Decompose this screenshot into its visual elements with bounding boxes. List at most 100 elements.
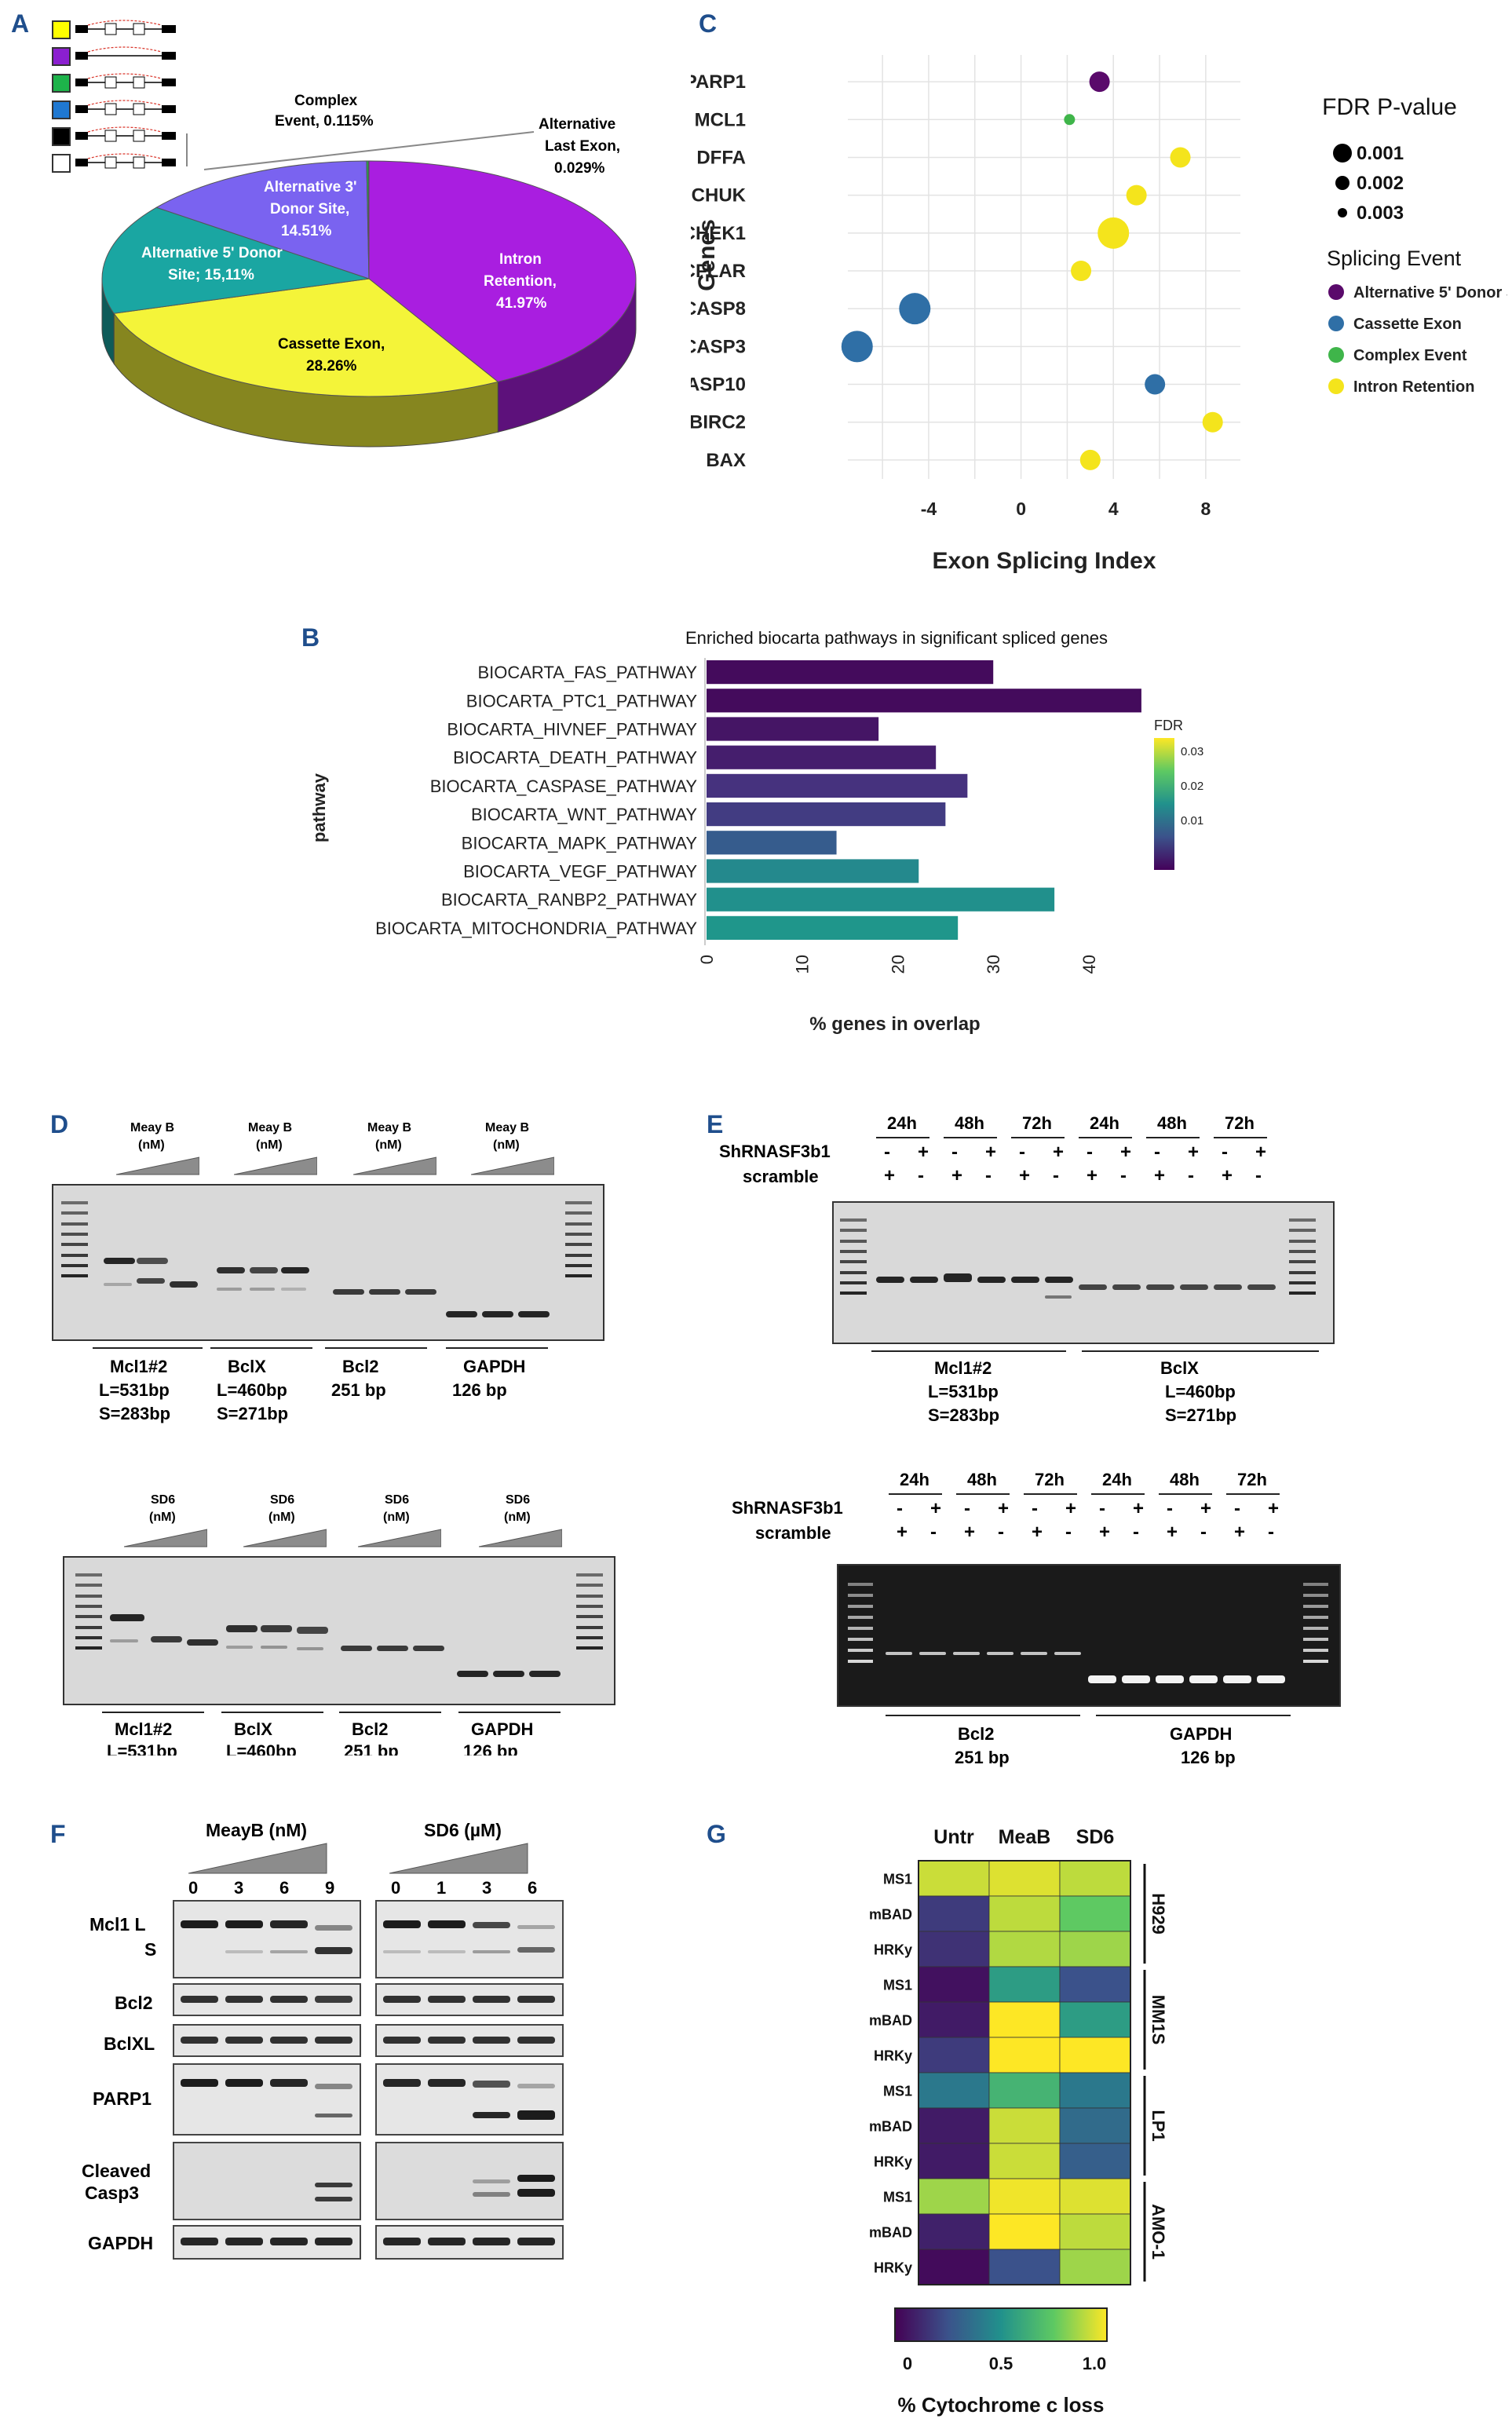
gene-label: CASP3 bbox=[691, 336, 746, 357]
gene-size: L=460bp bbox=[226, 1741, 297, 1756]
blot-strip bbox=[375, 1900, 564, 1978]
scr-sign: - bbox=[930, 1522, 937, 1543]
heatmap-cell bbox=[918, 2178, 990, 2215]
ladder-band bbox=[61, 1211, 88, 1215]
category-label: BIOCARTA_MAPK_PATHWAY bbox=[462, 833, 698, 853]
d-treat-label: Meay B bbox=[367, 1121, 412, 1134]
gel-band bbox=[1088, 1675, 1116, 1683]
gel-band bbox=[1180, 1284, 1208, 1290]
scr-sign: + bbox=[1234, 1522, 1246, 1543]
gene-underline bbox=[886, 1715, 1080, 1716]
gel-band bbox=[315, 2114, 352, 2117]
heatmap-cell bbox=[1059, 2249, 1131, 2285]
scr-sign: - bbox=[1065, 1522, 1072, 1543]
gene-label: CASP8 bbox=[691, 298, 746, 320]
sh-sign: + bbox=[985, 1142, 997, 1163]
ladder-band bbox=[1289, 1270, 1316, 1274]
gel-band bbox=[333, 1289, 364, 1295]
gel-band bbox=[517, 1947, 555, 1953]
ladder-band bbox=[840, 1218, 867, 1222]
group-label: H929 bbox=[1149, 1893, 1168, 1935]
heatmap-cell bbox=[1059, 2178, 1131, 2215]
time-label: 24h bbox=[887, 1113, 917, 1133]
gel-band bbox=[517, 2037, 555, 2044]
y-axis-label: pathway bbox=[309, 773, 329, 842]
time-underline bbox=[1146, 1137, 1200, 1138]
f-sd6-title: SD6 (µM) bbox=[424, 1820, 502, 1840]
gene-underline bbox=[1096, 1715, 1291, 1716]
x-tick-label: 0 bbox=[697, 955, 717, 964]
leader-line bbox=[203, 131, 535, 170]
gel-band bbox=[446, 1311, 477, 1317]
category-label: BIOCARTA_RANBP2_PATHWAY bbox=[441, 890, 697, 910]
x-tick-label: 30 bbox=[984, 955, 1003, 974]
ladder-band bbox=[848, 1583, 873, 1586]
gel-band bbox=[151, 1636, 182, 1642]
blot-strip bbox=[173, 1900, 361, 1978]
sh-sign: + bbox=[1053, 1142, 1065, 1163]
scr-sign: + bbox=[951, 1165, 963, 1186]
gene-underline bbox=[458, 1712, 561, 1713]
gene-label: BIRC2 bbox=[691, 412, 746, 433]
heatmap-cell bbox=[918, 2107, 990, 2144]
exon-diagram-icon bbox=[75, 46, 176, 60]
time-label: 24h bbox=[1090, 1113, 1119, 1133]
legend-swatch bbox=[52, 100, 71, 119]
category-label: BIOCARTA_DEATH_PATHWAY bbox=[453, 748, 697, 768]
x-axis-label: Exon Splicing Index bbox=[932, 548, 1156, 574]
colorbar-title: FDR bbox=[1154, 718, 1183, 733]
heatmap-cell bbox=[988, 2107, 1061, 2144]
dose-label: 9 bbox=[325, 1878, 335, 1898]
legend-swatch bbox=[52, 127, 71, 146]
gel-band bbox=[261, 1646, 287, 1649]
heatmap-cell bbox=[918, 1931, 990, 1967]
ladder-band bbox=[840, 1229, 867, 1233]
gel-band bbox=[517, 2110, 555, 2120]
gel-band bbox=[225, 1920, 263, 1928]
row-label: mBAD bbox=[869, 1907, 912, 1923]
bar bbox=[707, 689, 1141, 713]
heatmap-cell bbox=[918, 1966, 990, 2003]
gel-band bbox=[413, 1646, 444, 1651]
ladder-band bbox=[1303, 1627, 1328, 1630]
colorbar-tick: 0.02 bbox=[1181, 780, 1203, 793]
gene-size: 126 bp bbox=[1181, 1748, 1236, 1767]
time-label: 24h bbox=[1102, 1470, 1132, 1489]
group-label: MM1S bbox=[1149, 1995, 1168, 2045]
x-tick-label: 20 bbox=[888, 955, 908, 974]
row-label: mBAD bbox=[869, 2119, 912, 2135]
gel-d-top bbox=[52, 1184, 604, 1341]
gel-band bbox=[225, 1996, 263, 2003]
label-ir-3: 41.97% bbox=[496, 295, 547, 312]
ladder-band bbox=[576, 1636, 603, 1639]
gel-band bbox=[281, 1267, 309, 1273]
gel-band bbox=[281, 1288, 306, 1291]
row-label: Cleaved bbox=[82, 2161, 152, 2181]
time-label: 48h bbox=[955, 1113, 984, 1133]
ladder-band bbox=[576, 1646, 603, 1650]
ladder-band bbox=[840, 1281, 867, 1284]
heatmap-border bbox=[918, 1860, 1131, 2285]
scr-sign: - bbox=[1268, 1522, 1274, 1543]
gene-size: S=283bp bbox=[99, 1404, 171, 1423]
size-legend-label: 0.003 bbox=[1357, 203, 1404, 224]
sh-sign: - bbox=[897, 1498, 903, 1519]
color-legend-dot bbox=[1328, 316, 1344, 331]
time-underline bbox=[1024, 1493, 1077, 1495]
sh-sign: + bbox=[998, 1498, 1010, 1519]
heatmap-cell bbox=[988, 2072, 1061, 2109]
blot-strip bbox=[173, 2225, 361, 2260]
heatmap-cell bbox=[918, 2072, 990, 2109]
group-label: LP1 bbox=[1149, 2110, 1168, 2141]
ladder-band bbox=[61, 1201, 88, 1204]
ladder-band bbox=[75, 1573, 102, 1577]
gel-band bbox=[1257, 1675, 1285, 1683]
gene-name: GAPDH bbox=[471, 1719, 534, 1739]
heatmap-cell bbox=[988, 1966, 1061, 2003]
color-legend-dot bbox=[1328, 347, 1344, 363]
blot-strip bbox=[375, 2063, 564, 2136]
time-underline bbox=[944, 1137, 997, 1138]
heatmap-cell bbox=[988, 1860, 1061, 1897]
ladder-band bbox=[75, 1594, 102, 1598]
gel-band bbox=[517, 1996, 555, 2003]
